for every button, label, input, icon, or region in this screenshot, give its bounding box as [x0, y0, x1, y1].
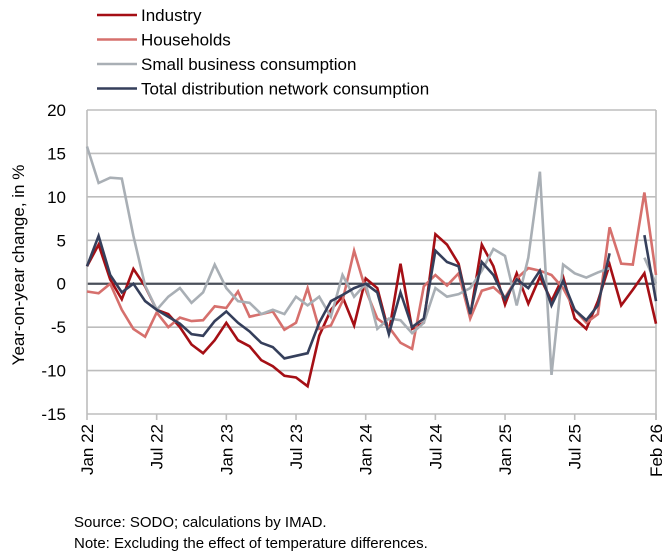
y-tick-label: -10 [41, 362, 66, 381]
y-tick-label: 10 [47, 188, 66, 207]
legend: Industry Households Small business consump… [97, 6, 429, 99]
x-tick-label: Jan 24 [357, 424, 376, 475]
x-tick-label: Jan 23 [217, 424, 236, 475]
y-axis-label: Year-on-year change, in % [9, 165, 28, 366]
x-tick-label: Jul 24 [426, 424, 445, 469]
y-tick-label: -15 [41, 405, 66, 424]
source-note: Source: SODO; calculations by IMAD. [74, 514, 327, 531]
footnote: Note: Excluding the effect of temperatur… [74, 535, 428, 552]
series-lines [85, 146, 658, 389]
x-tick-label: Jan 25 [496, 424, 515, 475]
x-tick-label: Feb 26 [647, 424, 666, 477]
legend-label: Total distribution network consumption [141, 80, 429, 99]
notes: Source: SODO; calculations by IMAD. Note… [74, 512, 428, 554]
x-axis: Jan 22 Jul 22 Jan 23 Jul 23 Jan 24 Jul 24 Jan … [78, 110, 666, 477]
legend-label: Households [141, 31, 231, 50]
legend-label: Industry [141, 6, 202, 25]
x-tick-label: Jul 22 [148, 424, 167, 469]
series-line-total-distribution-network-consumption [85, 231, 658, 360]
y-tick-label: 0 [57, 275, 66, 294]
legend-label: Small business consumption [141, 55, 356, 74]
x-tick-label: Jan 22 [78, 424, 97, 475]
y-axis-ticks: 20 15 10 5 0 -5 -10 -15 [41, 101, 66, 424]
x-tick-label: Jul 25 [566, 424, 585, 469]
gridlines [87, 109, 656, 415]
y-tick-label: -5 [51, 318, 66, 337]
x-tick-label: Jul 23 [287, 424, 306, 469]
y-tick-label: 5 [57, 231, 66, 250]
line-chart: 20 15 10 5 0 -5 -10 -15 Jan 22 Jul 22 Jan 23 Jul 2… [9, 6, 666, 477]
y-tick-label: 20 [47, 101, 66, 120]
y-tick-label: 15 [47, 144, 66, 163]
series-line-small-business-consumption [85, 146, 658, 376]
